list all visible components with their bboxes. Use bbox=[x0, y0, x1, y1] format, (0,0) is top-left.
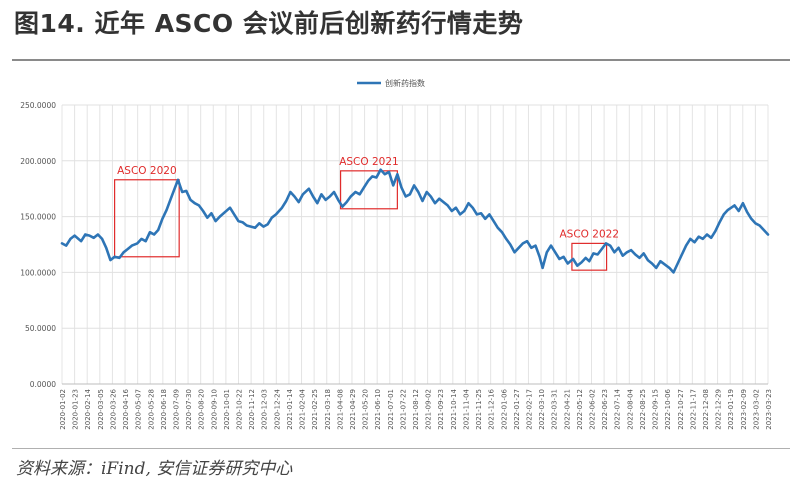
x-tick-label: 2021-04-08 bbox=[336, 389, 344, 430]
x-tick-label: 2020-09-10 bbox=[210, 389, 218, 430]
y-tick-label: 0.0000 bbox=[30, 380, 56, 389]
x-tick-label: 2023-02-09 bbox=[740, 389, 748, 430]
y-tick-label: 150.0000 bbox=[20, 213, 56, 222]
x-tick-label: 2021-02-04 bbox=[299, 388, 307, 429]
x-tick-label: 2022-06-23 bbox=[601, 389, 609, 430]
x-tick-label: 2022-10-27 bbox=[677, 389, 685, 430]
x-tick-label: 2022-10-06 bbox=[664, 388, 672, 429]
legend-label: 创新药指数 bbox=[385, 78, 425, 88]
y-tick-label: 100.0000 bbox=[20, 268, 56, 277]
x-tick-label: 2021-05-20 bbox=[362, 389, 370, 430]
x-tick-label: 2022-03-10 bbox=[538, 389, 546, 430]
x-tick-label: 2021-09-02 bbox=[425, 389, 433, 430]
x-tick-label: 2021-11-25 bbox=[475, 389, 483, 430]
asco-annotations: ASCO 2020 ASCO 2021 ASCO 2022 bbox=[114, 156, 620, 271]
x-tick-label: 2022-03-31 bbox=[551, 389, 559, 430]
x-tick-label: 2020-12-24 bbox=[273, 388, 281, 429]
x-tick-label: 2020-10-22 bbox=[236, 389, 244, 430]
top-rule bbox=[12, 59, 790, 61]
series-line bbox=[60, 168, 770, 274]
x-tick-label: 2020-04-16 bbox=[122, 388, 130, 429]
x-tick-label: 2020-10-01 bbox=[223, 389, 231, 430]
x-tick-label: 2020-01-23 bbox=[72, 389, 80, 430]
x-tick-label: 2022-08-04 bbox=[626, 388, 634, 429]
x-tick-label: 2021-03-18 bbox=[324, 389, 332, 430]
asco-label: ASCO 2022 bbox=[560, 228, 620, 240]
x-tick-label: 2021-04-29 bbox=[349, 389, 357, 430]
x-tick-label: 2022-05-12 bbox=[576, 389, 584, 430]
x-tick-label: 2022-12-29 bbox=[715, 389, 723, 430]
x-tick-label: 2022-11-17 bbox=[689, 389, 697, 430]
asco-box bbox=[114, 179, 180, 258]
x-tick-label: 2022-02-17 bbox=[525, 389, 533, 430]
asco-box bbox=[339, 170, 398, 210]
asco-box bbox=[571, 242, 608, 271]
bottom-rule bbox=[12, 448, 790, 449]
series-layer bbox=[60, 168, 770, 274]
x-tick-label: 2022-01-27 bbox=[513, 389, 521, 430]
x-tick-label: 2023-03-23 bbox=[765, 389, 773, 430]
figure-title: 图14. 近年 ASCO 会议前后创新药行情走势 bbox=[14, 9, 524, 38]
x-tick-label: 2020-12-03 bbox=[261, 389, 269, 430]
x-tick-label: 2021-01-14 bbox=[286, 388, 294, 429]
x-tick-label: 2020-07-30 bbox=[185, 389, 193, 430]
x-tick-label: 2020-02-14 bbox=[84, 388, 92, 429]
y-tick-label: 50.0000 bbox=[25, 324, 56, 333]
x-tick-label: 2021-07-22 bbox=[399, 389, 407, 430]
x-tick-label: 2022-06-02 bbox=[589, 389, 597, 430]
x-tick-label: 2020-07-09 bbox=[172, 389, 180, 430]
x-tick-label: 2020-11-12 bbox=[248, 389, 256, 430]
x-tick-label: 2022-09-15 bbox=[652, 389, 660, 430]
x-axis-ticks: 2020-01-02 2020-01-23 2020-02-14 2020-03-05… bbox=[59, 388, 773, 429]
x-tick-label: 2020-08-20 bbox=[198, 389, 206, 430]
x-tick-label: 2022-01-06 bbox=[500, 388, 508, 429]
x-tick-label: 2021-08-12 bbox=[412, 389, 420, 430]
x-tick-label: 2022-07-14 bbox=[614, 388, 622, 429]
x-tick-label: 2020-01-02 bbox=[59, 389, 67, 430]
vertical-gridlines bbox=[61, 105, 769, 384]
x-tick-label: 2020-03-26 bbox=[109, 388, 117, 429]
x-tick-label: 2023-01-19 bbox=[727, 389, 735, 430]
asco-label: ASCO 2021 bbox=[339, 156, 399, 168]
legend: 创新药指数 bbox=[357, 78, 425, 88]
x-tick-label: 2021-07-01 bbox=[387, 389, 395, 430]
y-tick-label: 200.0000 bbox=[20, 157, 56, 166]
x-tick-label: 2021-12-16 bbox=[488, 388, 496, 429]
y-axis-ticks: 0.0000 50.0000 100.0000 150.0000 200.0000 250… bbox=[20, 101, 56, 389]
x-tick-label: 2021-11-04 bbox=[462, 388, 470, 429]
x-tick-label: 2022-04-21 bbox=[563, 389, 571, 430]
x-tick-label: 2020-05-28 bbox=[147, 389, 155, 430]
line-chart: 0.0000 50.0000 100.0000 150.0000 200.0000 250… bbox=[20, 78, 773, 430]
x-tick-label: 2020-06-18 bbox=[160, 389, 168, 430]
x-tick-label: 2021-10-14 bbox=[450, 388, 458, 429]
x-tick-label: 2022-08-25 bbox=[639, 389, 647, 430]
source-note: 资料来源：iFind, 安信证券研究中心 bbox=[16, 459, 293, 479]
x-tick-label: 2022-12-08 bbox=[702, 389, 710, 430]
y-tick-label: 250.0000 bbox=[20, 101, 56, 110]
x-tick-label: 2023-03-02 bbox=[752, 389, 760, 430]
x-tick-label: 2021-02-25 bbox=[311, 389, 319, 430]
x-tick-label: 2021-06-10 bbox=[374, 389, 382, 430]
asco-label: ASCO 2020 bbox=[117, 165, 177, 177]
x-tick-label: 2021-09-23 bbox=[437, 389, 445, 430]
x-tick-label: 2020-05-07 bbox=[135, 389, 143, 430]
x-tick-label: 2020-03-05 bbox=[97, 389, 105, 430]
